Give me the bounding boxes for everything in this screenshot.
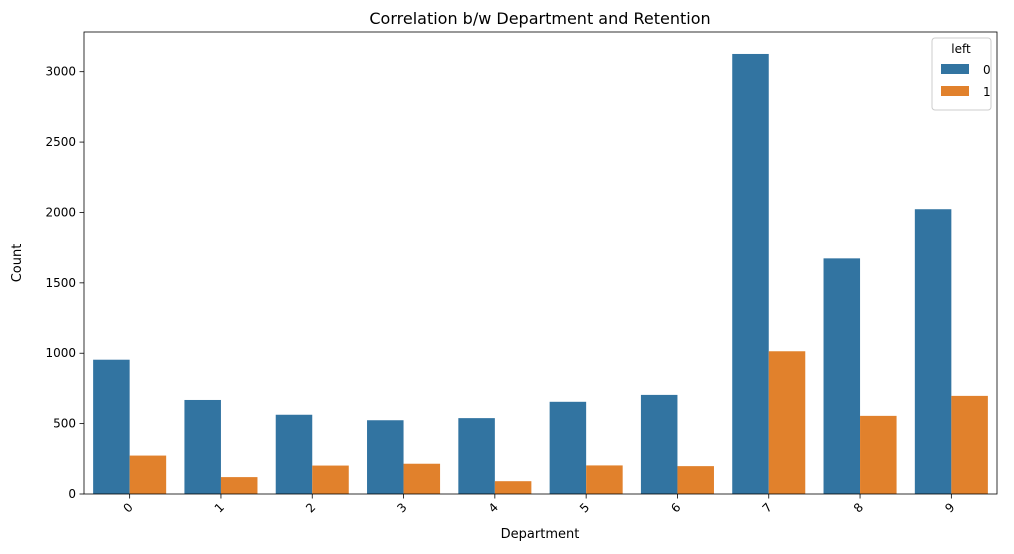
bars-group [93,53,988,495]
y-tick-label: 500 [53,417,76,431]
y-tick-label: 1500 [45,276,76,290]
x-tick-label: 5 [577,500,592,515]
bar-dept-6-left-0 [640,394,678,494]
bar-dept-2-left-1 [312,465,349,494]
bar-dept-3-left-0 [367,420,404,494]
y-tick-label: 1000 [45,346,76,360]
bar-dept-8-left-0 [823,258,861,494]
legend-label-1: 1 [983,85,991,99]
x-tick-label: 8 [851,500,866,515]
legend-label-0: 0 [983,63,991,77]
y-tick-label: 0 [68,487,76,501]
plot-frame [83,31,998,495]
x-tick-label: 6 [668,500,683,515]
bar-dept-1-left-0 [184,399,221,494]
y-axis-title: Count [10,244,25,283]
bar-dept-7-left-0 [732,53,769,495]
y-tick-label: 2500 [45,135,76,149]
bar-dept-0-left-0 [93,359,130,494]
bar-dept-8-left-1 [860,415,897,494]
bar-dept-5-left-1 [586,465,623,494]
x-tick-label: 7 [760,500,775,515]
bar-dept-4-left-0 [458,418,495,494]
chart-title: Correlation b/w Department and Retention [369,9,710,28]
y-axis: 0 500 1000 1500 2000 2500 3000 [45,65,84,501]
legend: left 0 1 [931,37,992,111]
bar-dept-4-left-1 [494,481,532,494]
x-tick-label: 3 [394,500,409,515]
bar-dept-0-left-1 [129,455,167,494]
y-tick-label: 3000 [45,65,76,79]
bar-dept-1-left-1 [220,477,258,494]
x-tick-label: 0 [120,500,135,515]
legend-swatch-0 [941,64,969,74]
bar-dept-3-left-1 [403,463,441,494]
bar-dept-9-left-1 [951,395,988,494]
x-axis: 0 1 2 3 4 5 6 7 8 9 [120,494,957,516]
x-tick-label: 1 [212,500,227,515]
bar-dept-7-left-1 [768,351,806,494]
legend-swatch-1 [941,86,969,96]
x-tick-label: 4 [486,500,501,515]
bar-dept-2-left-0 [275,414,313,494]
x-axis-title: Department [501,527,580,542]
y-tick-label: 2000 [45,205,76,219]
legend-title: left [951,42,971,56]
x-tick-label: 2 [303,500,318,515]
bar-dept-6-left-1 [677,466,714,494]
bar-dept-5-left-0 [549,401,587,494]
bar-dept-9-left-0 [914,209,952,495]
x-tick-label: 9 [942,500,957,515]
